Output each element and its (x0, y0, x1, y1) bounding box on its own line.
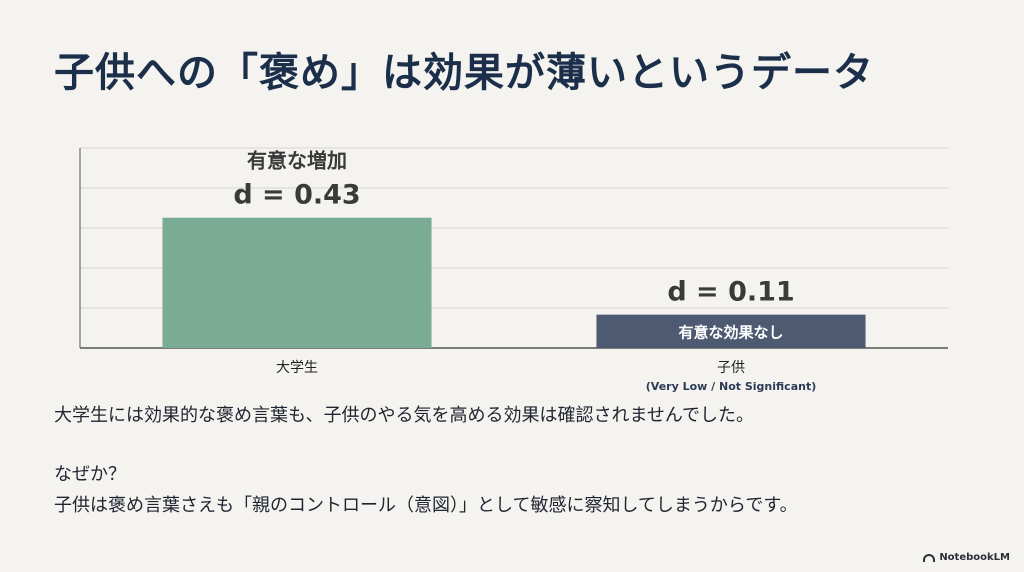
annotation: 有意な効果なし (678, 323, 783, 341)
notebooklm-icon (923, 553, 936, 562)
brand-logo: NotebookLM (923, 552, 1010, 563)
data-label: d = 0.11 (667, 277, 794, 308)
category-sublabel: (Very Low / Not Significant) (646, 380, 816, 393)
bar-0 (162, 217, 432, 348)
chart-bars (162, 217, 866, 348)
annotation: 有意な増加 (247, 149, 347, 173)
category-label: 大学生 (276, 360, 318, 376)
category-label: 子供 (717, 360, 745, 376)
summary-text: 大学生には効果的な褒め言葉も、子供のやる気を高める効果は確認されませんでした。 (54, 405, 755, 426)
brand-name: NotebookLM (939, 552, 1010, 563)
bar-1 (596, 314, 866, 348)
page-title: 子供への「褒め」は効果が薄いというデータ (54, 50, 874, 96)
reason-text: 子供は褒め言葉さえも「親のコントロール（意図）」として敏感に察知してしまうからで… (54, 495, 798, 516)
question-text: なぜか？ (54, 464, 126, 485)
data-label: d = 0.43 (233, 180, 360, 211)
